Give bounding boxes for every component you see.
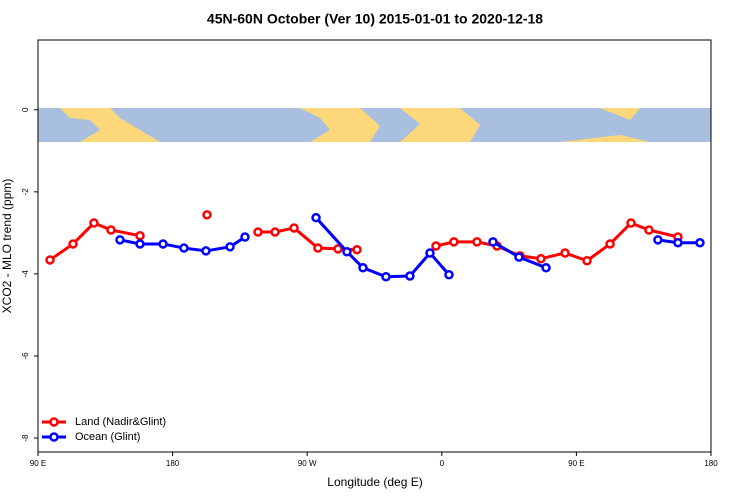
data-point (425, 248, 435, 258)
y-tick-label: -8 (21, 434, 30, 442)
data-point (240, 232, 250, 242)
data-point (45, 255, 55, 265)
data-point (201, 246, 211, 256)
x-axis-label: Longitude (deg E) (327, 475, 422, 489)
data-point (115, 235, 125, 245)
plot-frame (37, 39, 712, 453)
data-point (673, 237, 683, 248)
data-point (514, 252, 524, 262)
legend-marker (49, 417, 59, 427)
data-point (405, 271, 415, 281)
data-point (68, 239, 78, 249)
data-point (605, 239, 615, 249)
data-point (626, 218, 636, 228)
data-point (582, 256, 592, 266)
data-point (536, 253, 546, 264)
data-point (311, 212, 321, 223)
data-point (313, 243, 323, 253)
data-point (560, 248, 570, 258)
y-tick-label: 0 (21, 107, 30, 112)
data-point (225, 242, 235, 252)
data-point (179, 243, 189, 253)
y-tick-label: -4 (21, 270, 30, 278)
data-point (158, 239, 168, 249)
data-point (541, 262, 551, 273)
data-point (653, 235, 663, 245)
data-point (444, 269, 454, 280)
data-point (270, 227, 280, 237)
data-point (289, 223, 299, 233)
x-tick-label: 90 E (30, 459, 46, 468)
y-axis-label: XCO2 - MLO trend (ppm) (0, 179, 14, 314)
legend-label: Ocean (Glint) (75, 431, 140, 443)
x-tick-label: 90 W (298, 459, 317, 468)
data-point (106, 225, 116, 235)
x-tick-label: 180 (166, 459, 180, 468)
y-tick-label: -2 (21, 188, 30, 196)
data-point (89, 218, 99, 228)
data-point (342, 246, 352, 257)
legend-label: Land (Nadir&Glint) (75, 416, 166, 428)
data-point (695, 237, 705, 248)
data-point (202, 210, 212, 220)
data-point (488, 237, 498, 247)
map-strip (38, 108, 711, 142)
data-point (358, 262, 368, 273)
x-tick-label: 0 (440, 459, 445, 468)
chart-title: 45N-60N October (Ver 10) 2015-01-01 to 2… (207, 11, 543, 27)
data-point (253, 227, 263, 237)
data-point (352, 244, 362, 255)
data-point (644, 225, 654, 235)
data-point (381, 272, 391, 282)
y-tick-label: -6 (21, 352, 30, 360)
data-point (333, 244, 343, 254)
x-tick-label: 180 (704, 459, 718, 468)
data-point (431, 241, 441, 251)
x-tick-label: 90 E (568, 459, 584, 468)
data-point (135, 230, 145, 241)
data-point (135, 239, 145, 249)
data-point (472, 237, 482, 247)
data-point (449, 237, 459, 247)
legend-marker (49, 432, 59, 442)
